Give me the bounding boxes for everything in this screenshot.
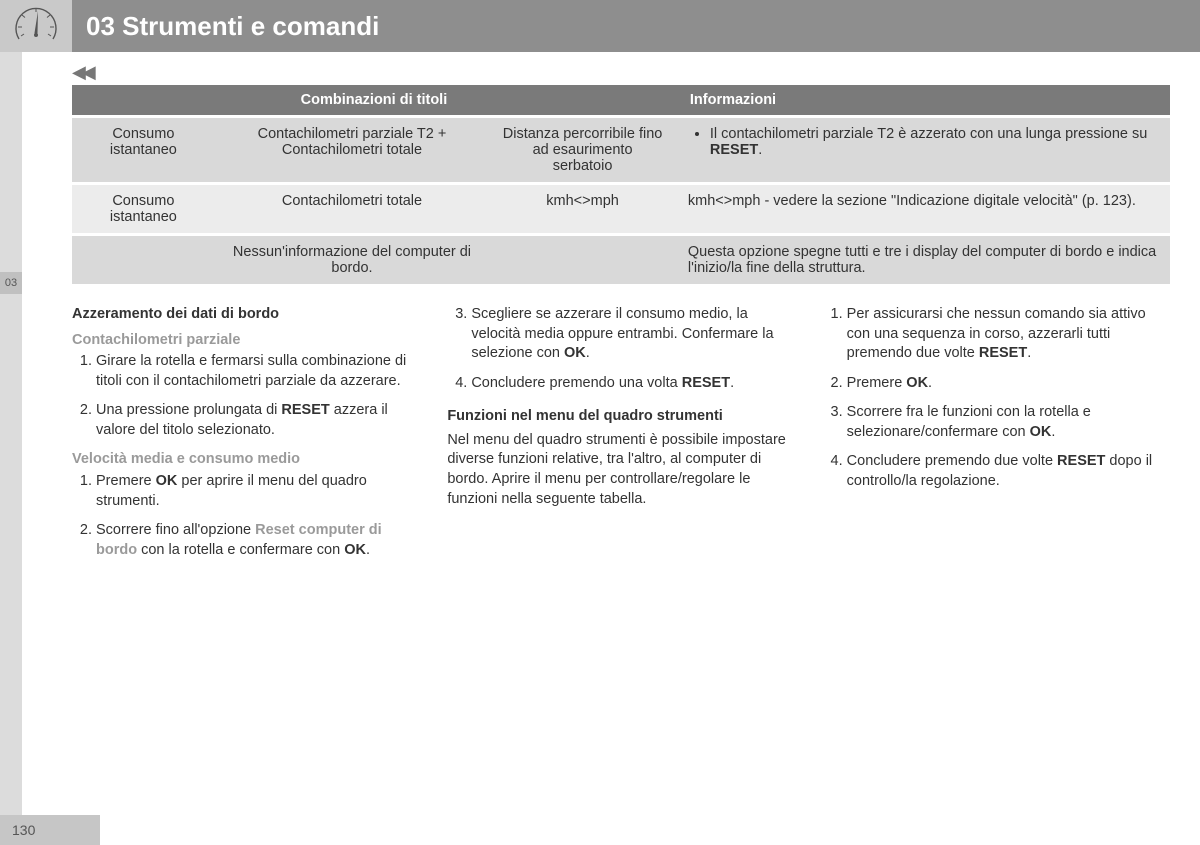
text-bold: RESET: [1057, 453, 1105, 469]
text: .: [1051, 424, 1055, 440]
text-bold: RESET: [281, 402, 329, 418]
text: Il contachilometri parziale T2 è azzerat…: [710, 126, 1147, 142]
heading: Funzioni nel menu del quadro strumenti: [447, 407, 794, 427]
table-row: Consumo istantaneo Contachilometri parzi…: [72, 118, 1170, 182]
text: Concludere premendo una volta: [471, 375, 681, 391]
text: Scorrere fino all'opzione: [96, 522, 255, 538]
table-header-combinations: Combinazioni di titoli: [72, 85, 676, 115]
cell: Distanza percorribile fino ad esauriment…: [489, 118, 676, 182]
text-bold: RESET: [710, 142, 758, 158]
cell: kmh<>mph - vedere la sezione "Indicazion…: [676, 185, 1170, 233]
ordered-list: Scegliere se azzerare il consumo medio, …: [447, 305, 794, 393]
page-number: 130: [0, 815, 100, 845]
text-bold: RESET: [979, 345, 1027, 361]
table-row: Nessun'informazione del computer di bord…: [72, 236, 1170, 284]
info-table: Combinazioni di titoli Informazioni Cons…: [72, 82, 1170, 287]
table-row: Consumo istantaneo Contachilometri total…: [72, 185, 1170, 233]
header-bar: 03 Strumenti e comandi: [0, 0, 1200, 52]
cell: [489, 236, 676, 284]
list-item: Premere OK.: [847, 374, 1170, 394]
ordered-list: Premere OK per aprire il menu del quadro…: [72, 472, 419, 560]
page: 03 Strumenti e comandi 03 130 ◀◀ Combina…: [0, 0, 1200, 845]
text: .: [1027, 345, 1031, 361]
column-left: Azzeramento dei dati di bordo Contachilo…: [72, 305, 419, 570]
cell: [72, 236, 215, 284]
text: Una pressione prolungata di: [96, 402, 281, 418]
chapter-title: 03 Strumenti e comandi: [72, 11, 379, 42]
text-bold: OK: [906, 375, 928, 391]
column-right: Per assicurarsi che nessun comando sia a…: [823, 305, 1170, 570]
continuation-marker: ◀◀: [72, 62, 92, 83]
ordered-list: Per assicurarsi che nessun comando sia a…: [823, 305, 1170, 492]
text-bold: OK: [156, 473, 178, 489]
list-item: Una pressione prolungata di RESET azzera…: [96, 401, 419, 440]
text: Premere: [847, 375, 907, 391]
text: con la rotella e confermare con: [137, 542, 344, 558]
side-tab: 03: [0, 272, 22, 294]
text: .: [928, 375, 932, 391]
paragraph: Nel menu del quadro strumenti è possibil…: [447, 431, 794, 509]
cell: Il contachilometri parziale T2 è azzerat…: [676, 118, 1170, 182]
list-item: Girare la rotella e fermarsi sulla combi…: [96, 352, 419, 391]
subheading: Velocità media e consumo medio: [72, 450, 419, 470]
list-item: Scorrere fino all'opzione Reset computer…: [96, 521, 419, 560]
text: .: [586, 345, 590, 361]
text: .: [730, 375, 734, 391]
text: .: [758, 142, 762, 158]
list-item: Per assicurarsi che nessun comando sia a…: [847, 305, 1170, 364]
ordered-list: Girare la rotella e fermarsi sulla combi…: [72, 352, 419, 440]
cell: Consumo istantaneo: [72, 118, 215, 182]
text-bold: RESET: [682, 375, 730, 391]
subheading: Contachilometri parziale: [72, 331, 419, 351]
heading: Azzeramento dei dati di bordo: [72, 305, 419, 325]
content-area: Combinazioni di titoli Informazioni Cons…: [72, 82, 1170, 570]
text: Scegliere se azzerare il consumo medio, …: [471, 306, 773, 361]
list-item: Scorrere fra le funzioni con la rotella …: [847, 403, 1170, 442]
list-item: Concludere premendo due volte RESET dopo…: [847, 452, 1170, 491]
cell: Contachilometri parziale T2 + Contachilo…: [215, 118, 490, 182]
table-header-info: Informazioni: [676, 85, 1170, 115]
cell: Consumo istantaneo: [72, 185, 215, 233]
side-strip: [0, 52, 22, 845]
text: Concludere premendo due volte: [847, 453, 1057, 469]
list-item: Scegliere se azzerare il consumo medio, …: [471, 305, 794, 364]
table-header-row: Combinazioni di titoli Informazioni: [72, 85, 1170, 115]
body-columns: Azzeramento dei dati di bordo Contachilo…: [72, 305, 1170, 570]
text-bold: OK: [344, 542, 366, 558]
cell: Contachilometri totale: [215, 185, 490, 233]
text: .: [366, 542, 370, 558]
text-bold: OK: [1030, 424, 1052, 440]
cell: Questa opzione spegne tutti e tre i disp…: [676, 236, 1170, 284]
column-middle: Scegliere se azzerare il consumo medio, …: [447, 305, 794, 570]
text-bold: OK: [564, 345, 586, 361]
header-icon-box: [0, 0, 72, 52]
text: Premere: [96, 473, 156, 489]
cell: Nessun'informazione del computer di bord…: [215, 236, 490, 284]
gauge-icon: [13, 3, 59, 49]
list-item: Concludere premendo una volta RESET.: [471, 374, 794, 394]
cell: kmh<>mph: [489, 185, 676, 233]
list-item: Premere OK per aprire il menu del quadro…: [96, 472, 419, 511]
